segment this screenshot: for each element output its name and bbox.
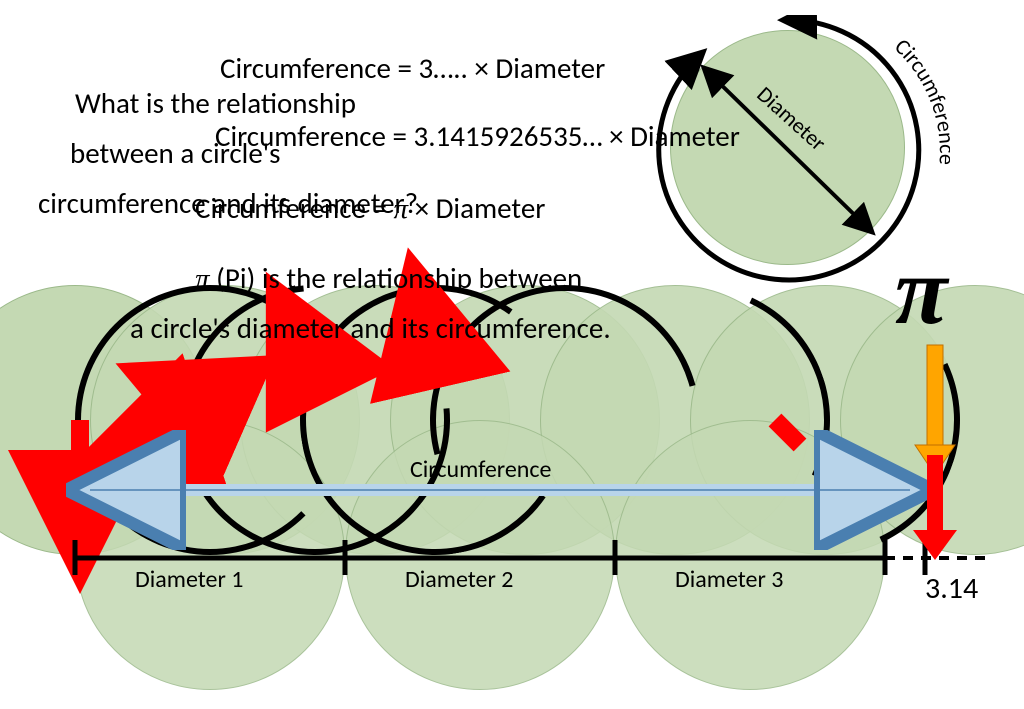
equation-3: Circumference = π × Diameter [195,190,545,226]
pi-value-label: 3.14 [925,570,978,607]
question-1: What is the relationship [75,85,356,121]
big-pi: π [895,235,947,347]
equation-2: Circumference = 3.1415926535… × Diameter [215,118,740,154]
pi-definition-2: a circle's diameter and its circumferenc… [130,310,611,346]
equation-1: Circumference = 3….. × Diameter [220,50,605,86]
diameter-3-label: Diameter 3 [675,565,783,594]
pi-definition-1: π (Pi) is the relationship between [195,260,582,296]
question-2: between a circle's [70,135,281,171]
svg-text:Circumference: Circumference [889,33,950,166]
circumference-span-label: Circumference [410,455,551,484]
diameter-2-label: Diameter 2 [405,565,513,594]
diameter-1-label: Diameter 1 [135,565,243,594]
